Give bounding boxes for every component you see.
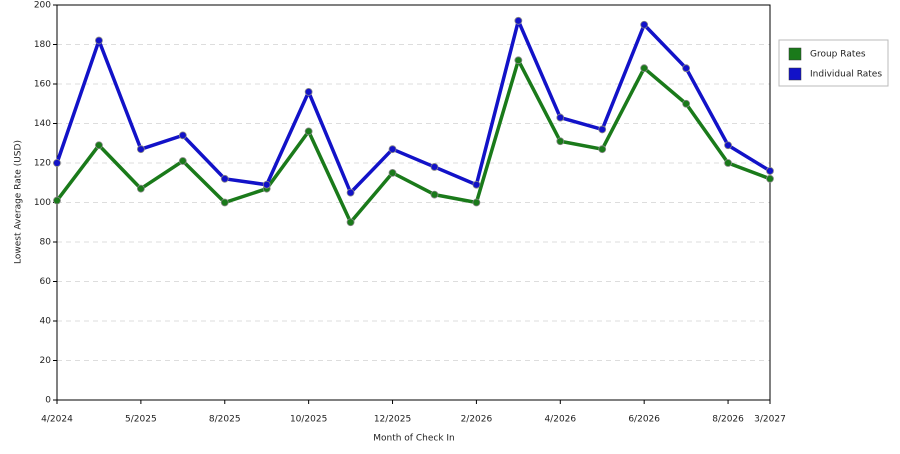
y-tick-label: 60 xyxy=(40,277,52,287)
point xyxy=(95,141,103,150)
point xyxy=(472,198,481,207)
point xyxy=(556,137,565,146)
y-axis-label: Lowest Average Rate (USD) xyxy=(14,140,24,264)
point xyxy=(262,180,271,189)
x-tick-label: 2/2026 xyxy=(461,415,493,425)
point xyxy=(220,198,229,207)
series-line xyxy=(55,58,771,224)
series-line xyxy=(55,19,771,195)
point xyxy=(178,131,187,140)
point xyxy=(95,36,103,45)
point xyxy=(766,174,774,183)
x-tick-label: 6/2026 xyxy=(628,415,660,425)
point xyxy=(304,88,313,96)
point xyxy=(346,188,355,197)
point xyxy=(682,99,691,108)
point xyxy=(556,113,565,122)
legend-swatch xyxy=(788,47,802,61)
y-tick-label: 80 xyxy=(40,238,52,248)
x-tick-label: 4/2024 xyxy=(41,415,73,425)
x-tick-label: 5/2025 xyxy=(125,415,157,425)
point xyxy=(598,145,607,154)
x-tick-label: 8/2026 xyxy=(712,415,744,425)
y-tick-label: 140 xyxy=(34,119,51,129)
point xyxy=(430,190,439,199)
point xyxy=(53,196,61,205)
y-tick-label: 40 xyxy=(40,317,52,327)
legend-label: Individual Rates xyxy=(810,70,882,80)
x-tick-label: 4/2026 xyxy=(544,415,576,425)
legend-label: Group Rates xyxy=(810,50,866,60)
point xyxy=(53,159,61,167)
point xyxy=(514,56,523,65)
x-tick-label: 10/2025 xyxy=(290,415,327,425)
y-tick-label: 0 xyxy=(45,396,51,406)
point xyxy=(766,166,774,175)
point xyxy=(430,163,439,171)
y-tick-label: 180 xyxy=(34,40,51,50)
point xyxy=(136,184,145,193)
x-axis-label: Month of Check In xyxy=(373,434,455,444)
point xyxy=(388,145,397,154)
point xyxy=(640,64,649,73)
point xyxy=(724,141,732,150)
point xyxy=(304,127,313,136)
y-tick-label: 100 xyxy=(34,198,51,208)
point xyxy=(346,218,355,227)
point xyxy=(472,180,481,189)
y-tick-label: 120 xyxy=(34,159,51,169)
y-tick-label: 20 xyxy=(40,356,52,366)
point xyxy=(598,125,607,134)
x-tick-label: 8/2025 xyxy=(209,415,241,425)
point xyxy=(724,159,732,167)
point xyxy=(682,64,691,73)
y-tick-label: 200 xyxy=(34,1,51,11)
point xyxy=(388,168,397,177)
legend-swatch xyxy=(788,67,802,81)
x-tick-label: 12/2025 xyxy=(374,415,411,425)
y-tick-label: 160 xyxy=(34,80,51,90)
point xyxy=(220,174,229,183)
x-tick-label: 3/2027 xyxy=(754,415,786,425)
point xyxy=(514,16,523,25)
point xyxy=(136,145,145,154)
point xyxy=(640,20,649,29)
point xyxy=(178,157,187,165)
